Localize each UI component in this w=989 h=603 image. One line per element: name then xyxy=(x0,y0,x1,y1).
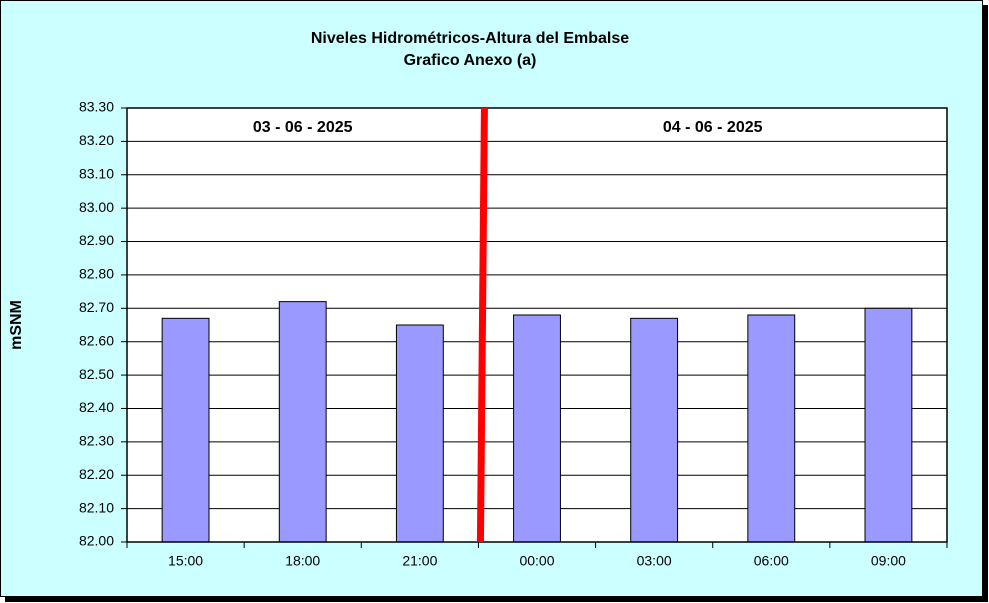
y-axis-label: mSNM xyxy=(8,300,25,350)
bar xyxy=(278,301,327,543)
y-tick-label: 83.20 xyxy=(79,132,114,148)
chart-title: Niveles Hidrométricos-Altura del Embalse xyxy=(311,30,629,47)
y-tick-label: 82.30 xyxy=(79,433,114,449)
bar xyxy=(513,314,561,543)
y-tick-label: 82.90 xyxy=(79,232,114,248)
y-tick-label: 82.70 xyxy=(79,299,114,315)
y-tick-label: 82.00 xyxy=(79,533,114,549)
y-tick-label: 83.00 xyxy=(79,199,114,215)
y-tick-label: 82.40 xyxy=(79,399,114,415)
bar xyxy=(864,307,913,543)
x-tick-label: 18:00 xyxy=(285,553,320,569)
x-tick-label: 03:00 xyxy=(637,553,672,569)
bar xyxy=(630,317,679,543)
y-tick-label: 83.10 xyxy=(79,165,114,181)
bar xyxy=(747,314,796,543)
y-tick-label: 83.30 xyxy=(79,99,114,115)
chart-subtitle: Grafico Anexo (a) xyxy=(404,52,537,69)
x-tick-label: 21:00 xyxy=(402,553,437,569)
y-tick-label: 82.50 xyxy=(79,366,114,382)
y-tick-label: 82.80 xyxy=(79,266,114,282)
plot-border xyxy=(126,107,948,543)
y-tick-label: 82.10 xyxy=(79,499,114,515)
x-tick-label: 06:00 xyxy=(754,553,789,569)
bar xyxy=(161,317,210,543)
y-tick-label: 82.60 xyxy=(79,332,114,348)
date-annotation: 03 - 06 - 2025 xyxy=(253,119,353,136)
date-annotation: 04 - 06 - 2025 xyxy=(663,119,763,136)
x-tick-label: 09:00 xyxy=(871,553,906,569)
x-tick-label: 15:00 xyxy=(168,553,203,569)
x-tick-label: 00:00 xyxy=(519,553,554,569)
y-tick-label: 82.20 xyxy=(79,466,114,482)
date-divider xyxy=(476,107,488,543)
bar xyxy=(395,324,444,543)
